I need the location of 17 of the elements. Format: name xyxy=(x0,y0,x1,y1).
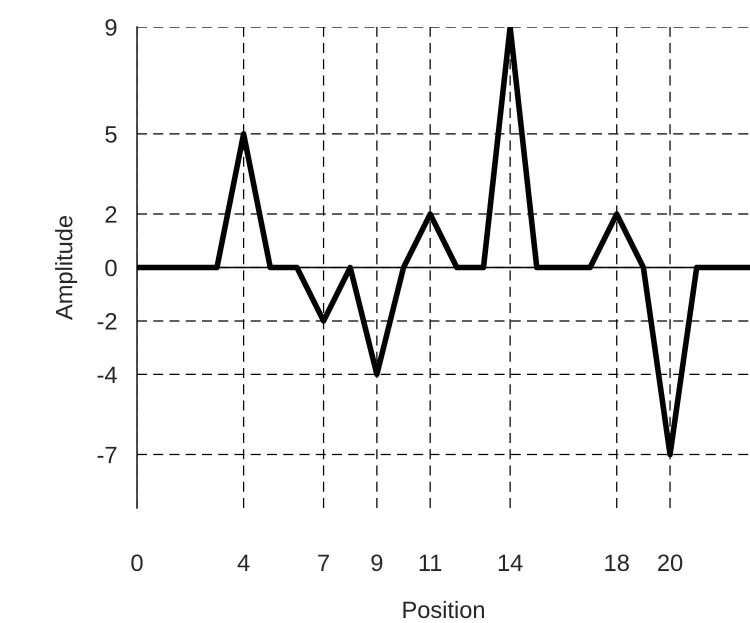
x-tick-label: 9 xyxy=(371,554,382,572)
x-axis-title: Position xyxy=(403,600,484,618)
x-tick-label: 0 xyxy=(131,554,143,572)
x-tick-label: 20 xyxy=(658,554,682,572)
x-tick-label: 11 xyxy=(420,554,442,571)
y-tick-label: -7 xyxy=(98,446,116,464)
y-tick-label: -4 xyxy=(98,366,117,383)
x-tick-label: 4 xyxy=(238,554,250,571)
y-tick-label: 2 xyxy=(106,206,116,223)
x-tick-label: 14 xyxy=(498,554,523,571)
y-tick-label: -2 xyxy=(98,313,116,330)
y-axis-title: Amplitude xyxy=(55,216,78,320)
x-tick-label: 7 xyxy=(318,554,329,571)
y-tick-label: 5 xyxy=(105,126,117,143)
x-tick-label: 18 xyxy=(605,554,629,572)
y-tick-label: 0 xyxy=(105,260,117,276)
y-tick-label: 9 xyxy=(106,19,116,36)
